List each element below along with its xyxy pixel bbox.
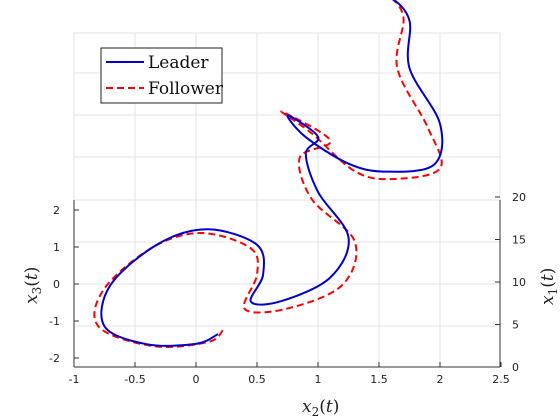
- legend: Leader Follower: [100, 47, 224, 104]
- x2-tick-label: -1: [69, 373, 80, 386]
- x2-tick-label: 1.5: [370, 373, 388, 386]
- x2-tick-label: 2.5: [492, 373, 510, 386]
- x3-axis-ticks: -2 -1 0 1 2: [49, 204, 79, 365]
- x2-tick-label: 0.5: [248, 373, 266, 386]
- legend-box: [100, 47, 223, 104]
- series-line-follower: [93, 0, 443, 348]
- x3-tick-label: 2: [53, 204, 60, 217]
- x2-axis-ticks: -1 -0.5 0 0.5 1 1.5 2 2.5: [69, 362, 510, 386]
- x2-axis-label: x2(t): [302, 397, 339, 419]
- x1-tick-label: 15: [512, 234, 526, 247]
- x2-tick-label: -0.5: [124, 373, 145, 386]
- x2-tick-label: 0: [193, 373, 200, 386]
- x1-tick-label: 0: [512, 361, 519, 374]
- x2-tick-label: 1: [315, 373, 322, 386]
- x3-tick-label: 1: [53, 241, 60, 254]
- series-layer: [93, 0, 444, 348]
- x1-axis-label: x1(t): [538, 268, 560, 305]
- x1-axis-ticks: 0 5 10 15 20: [495, 191, 526, 374]
- legend-leader-label: Leader: [148, 53, 209, 73]
- x2-tick-label: 2: [437, 373, 444, 386]
- x3-axis-label: x3(t): [22, 267, 44, 304]
- x1-tick-label: 20: [512, 191, 526, 204]
- series-line-leader: [100, 0, 444, 347]
- legend-follower-label: Follower: [148, 79, 224, 99]
- grid: [73, 32, 501, 367]
- x3-tick-label: -1: [49, 315, 60, 328]
- x1-tick-label: 5: [512, 319, 519, 332]
- x3-tick-label: 0: [53, 278, 60, 291]
- x3-tick-label: -2: [49, 352, 60, 365]
- x1-tick-label: 10: [512, 276, 526, 289]
